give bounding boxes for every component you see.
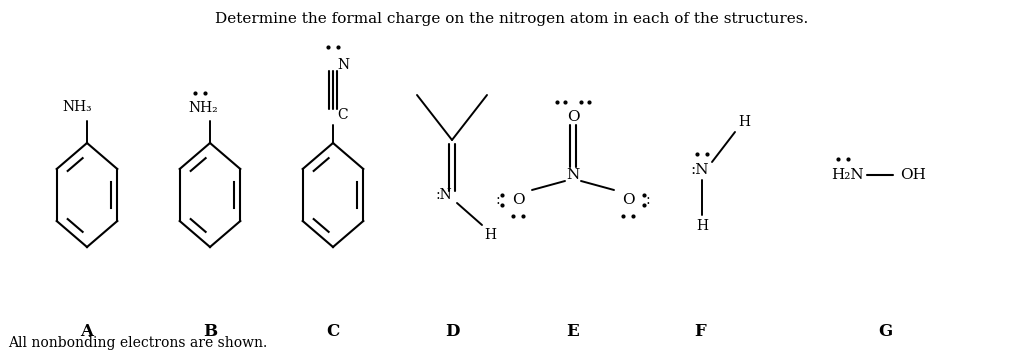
Text: G: G xyxy=(878,324,892,341)
Text: N: N xyxy=(337,58,349,72)
Text: OH: OH xyxy=(900,168,926,182)
Text: All nonbonding electrons are shown.: All nonbonding electrons are shown. xyxy=(8,336,267,350)
Text: NH₂: NH₂ xyxy=(188,101,218,115)
Text: NH₃: NH₃ xyxy=(62,100,92,114)
Text: H: H xyxy=(738,115,750,129)
Text: N: N xyxy=(566,168,580,182)
Text: Determine the formal charge on the nitrogen atom in each of the structures.: Determine the formal charge on the nitro… xyxy=(215,12,809,26)
Text: E: E xyxy=(566,324,580,341)
Text: D: D xyxy=(444,324,459,341)
Text: :N: :N xyxy=(435,188,453,202)
Text: H: H xyxy=(484,228,496,242)
Text: :: : xyxy=(646,193,650,207)
Text: B: B xyxy=(203,324,217,341)
Text: A: A xyxy=(81,324,93,341)
Text: C: C xyxy=(327,324,340,341)
Text: :N: :N xyxy=(691,163,710,177)
Text: :: : xyxy=(496,193,501,207)
Text: H₂N: H₂N xyxy=(830,168,863,182)
Text: O: O xyxy=(622,193,634,207)
Text: O: O xyxy=(566,110,580,124)
Text: F: F xyxy=(694,324,706,341)
Text: C: C xyxy=(338,108,348,122)
Text: H: H xyxy=(696,219,708,233)
Text: O: O xyxy=(512,193,524,207)
